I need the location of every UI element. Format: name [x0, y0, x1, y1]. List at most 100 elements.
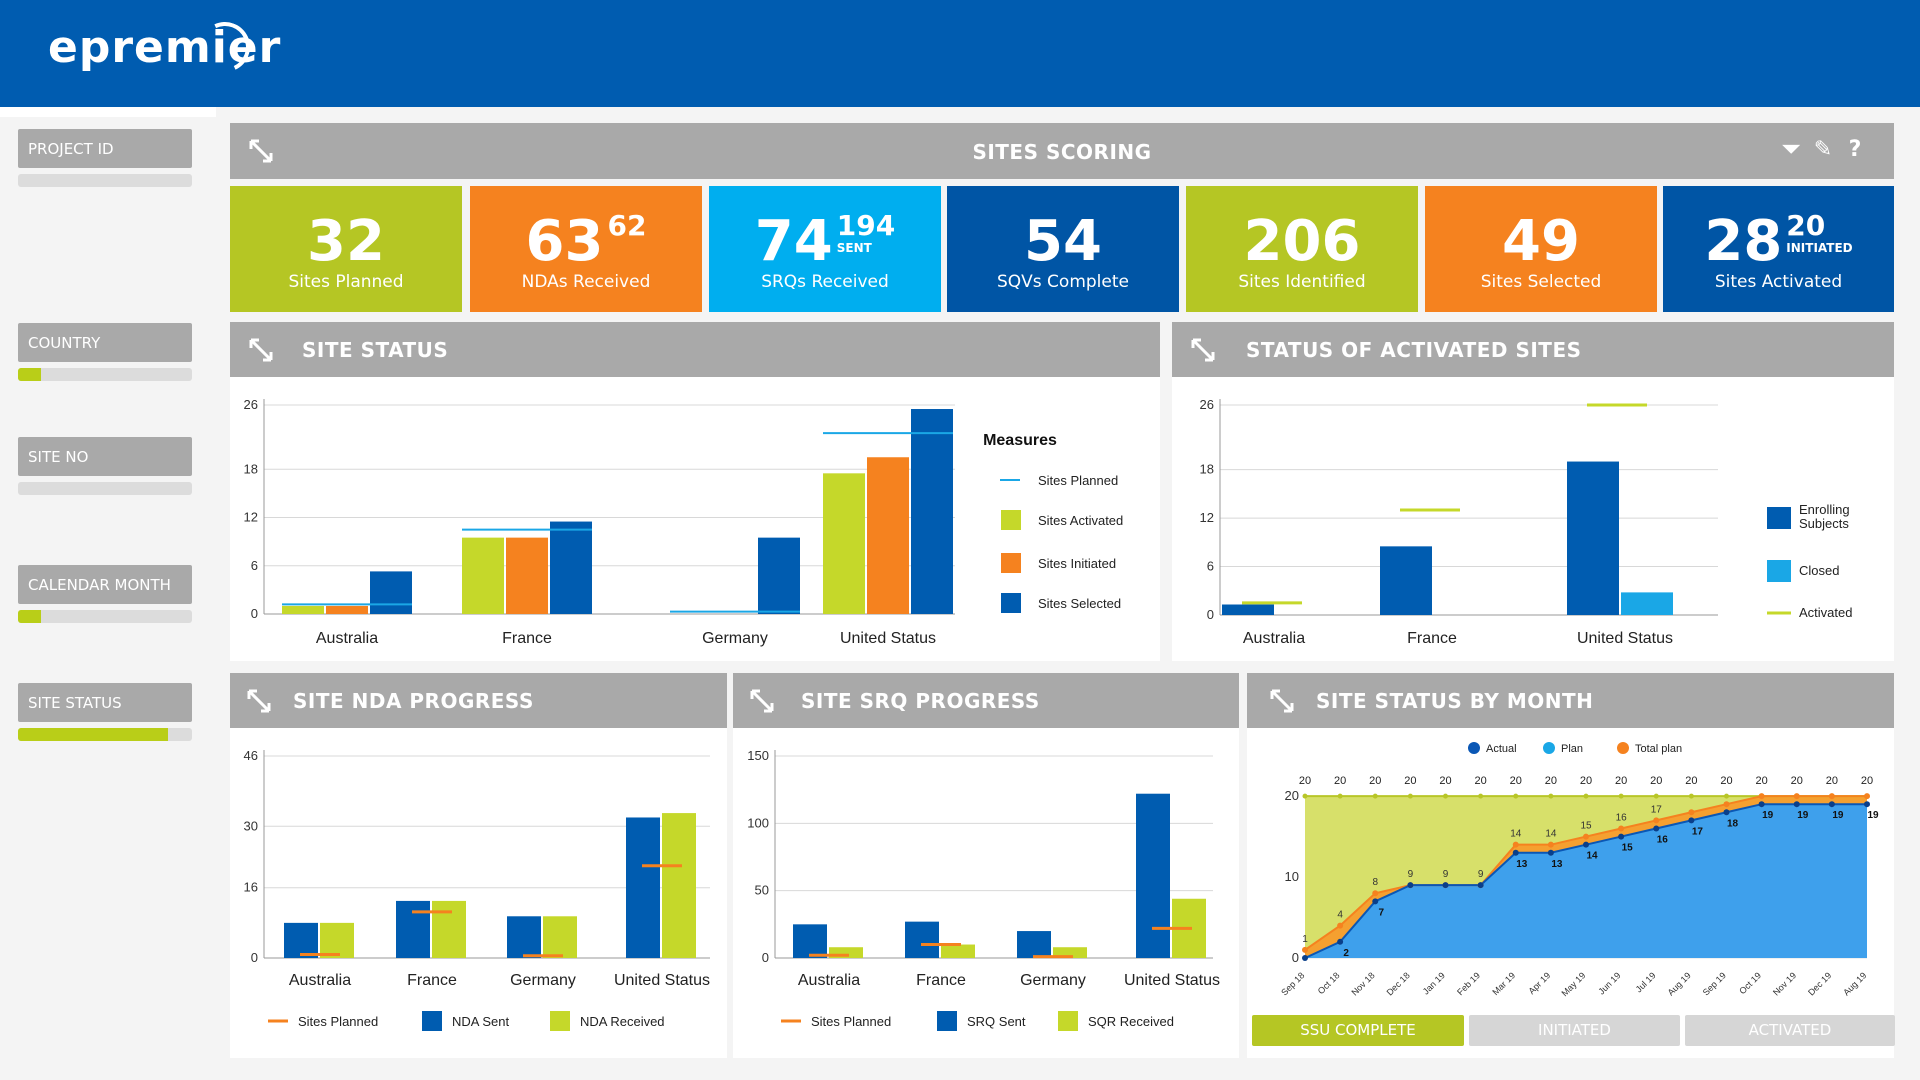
filter-slider[interactable] — [18, 368, 192, 381]
total-plan-data-label: 20 — [1580, 775, 1592, 787]
total-plan-point — [1548, 793, 1554, 799]
plan-point — [1618, 825, 1625, 832]
kpi-tile-sites-activated[interactable]: 28 20 INITIATED Sites Activated — [1663, 186, 1894, 312]
actual-data-label: 18 — [1727, 818, 1739, 829]
bar-srq-sent — [1136, 793, 1170, 958]
filter-country[interactable]: COUNTRY — [18, 323, 192, 362]
filter-calendar-month[interactable]: CALENDAR MONTH — [18, 565, 192, 604]
expand-icon[interactable] — [248, 337, 274, 363]
srq-progress-chart: 0 50 100 150 Australia France Germany United St… — [747, 748, 1220, 1031]
plan-data-label: 9 — [1478, 869, 1484, 880]
srq-ytick-label: 0 — [762, 950, 769, 965]
bar-enrolling-subjects — [1380, 546, 1432, 615]
x-category-label: France — [1407, 630, 1457, 647]
plan-point — [1583, 833, 1589, 840]
bar-nda-sent — [626, 817, 660, 958]
actual-data-label: 17 — [1692, 826, 1704, 837]
legend-label: SRQ Sent — [967, 1014, 1026, 1029]
plan-point — [1828, 793, 1835, 800]
legend-label: Sites Planned — [1038, 473, 1118, 488]
plan-point — [1512, 841, 1519, 848]
total-plan-point — [1688, 793, 1694, 799]
nda-ytick-label: 16 — [244, 880, 258, 895]
kpi-tile-sites-planned[interactable]: 32 Sites Planned — [230, 186, 462, 312]
bar-nda-sent — [507, 916, 541, 958]
actual-point — [1828, 801, 1835, 808]
bar-sites-initiated — [867, 457, 909, 614]
expand-icon[interactable] — [1269, 688, 1295, 714]
total-plan-point — [1337, 793, 1343, 799]
x-category-label: France — [407, 972, 457, 989]
filter-site-status[interactable]: SITE STATUS — [18, 683, 192, 722]
kpi-tile-ndas-received[interactable]: 63 62 NDAs Received — [470, 186, 702, 312]
srq-progress-body: 0 50 100 150 Australia France Germany United St… — [733, 728, 1239, 1058]
total-plan-point — [1653, 793, 1659, 799]
x-month-label: Dec 18 — [1385, 970, 1412, 997]
kpi-tile-sites-identified[interactable]: 206 Sites Identified — [1186, 186, 1418, 312]
x-category-label: Germany — [702, 630, 768, 647]
actual-area — [1305, 804, 1867, 958]
expand-icon[interactable] — [749, 688, 775, 714]
actual-data-label: 19 — [1797, 810, 1809, 821]
plan-point — [1547, 841, 1554, 848]
legend-label: Total plan — [1635, 743, 1682, 755]
plan-data-label: 15 — [1580, 821, 1592, 832]
actual-point — [1653, 825, 1660, 832]
filter-slider[interactable] — [18, 610, 192, 623]
filter-slider[interactable] — [18, 174, 192, 187]
x-month-label: May 19 — [1559, 970, 1587, 998]
x-category-label: United Status — [840, 630, 936, 647]
filter-icon[interactable]: ⏷ — [1782, 137, 1800, 162]
help-icon[interactable]: ? — [1848, 137, 1862, 162]
x-month-label: Aug 19 — [1666, 970, 1693, 997]
nda-ytick-label: 0 — [251, 950, 258, 965]
site-status-ytick-label: 18 — [244, 461, 258, 476]
x-category-label: France — [916, 972, 966, 989]
tab-ssu-complete[interactable]: SSU COMPLETE — [1252, 1015, 1464, 1046]
filter-slider[interactable] — [18, 482, 192, 495]
plan-point — [1688, 809, 1695, 816]
kpi-tile-srqs-received[interactable]: 74 194 SENT SRQs Received — [709, 186, 941, 312]
site-status-body: 0 6 12 18 26 Australia France Germany United Sta… — [230, 377, 1160, 661]
actual-point — [1864, 801, 1870, 808]
filter-slider[interactable] — [18, 728, 192, 741]
legend-label: Activated — [1799, 605, 1852, 620]
kpi-tile-sites-selected[interactable]: 49 Sites Selected — [1425, 186, 1657, 312]
actual-point — [1442, 882, 1449, 889]
x-month-label: Mar 19 — [1490, 970, 1517, 997]
nda-progress-body: 0 16 30 46 Australia France Germany United Stat… — [230, 728, 727, 1058]
legend-swatch — [1767, 560, 1791, 582]
kpi-main-value: 206 — [1243, 209, 1361, 274]
bar-sites-activated — [823, 473, 865, 614]
legend-label: Sites Selected — [1038, 596, 1121, 611]
legend-label: Actual — [1486, 743, 1517, 755]
kpi-tile-sqvs-complete[interactable]: 54 SQVs Complete — [947, 186, 1179, 312]
tab-initiated[interactable]: INITIATED — [1469, 1015, 1680, 1046]
expand-icon[interactable] — [246, 688, 272, 714]
kpi-label: Sites Identified — [1238, 272, 1366, 292]
activated-sites-ytick-label: 26 — [1200, 397, 1214, 412]
month-ytick-label: 20 — [1285, 788, 1299, 803]
expand-icon[interactable] — [248, 138, 274, 164]
total-plan-data-label: 20 — [1720, 775, 1732, 787]
tab-activated[interactable]: ACTIVATED — [1685, 1015, 1895, 1046]
actual-point — [1477, 882, 1484, 889]
bar-sqr-received — [829, 947, 863, 958]
filter-slider-fill — [18, 368, 41, 381]
total-plan-data-label: 20 — [1404, 775, 1416, 787]
filter-project-id[interactable]: PROJECT ID — [18, 129, 192, 168]
x-category-label: United Status — [1124, 972, 1220, 989]
expand-icon[interactable] — [1190, 337, 1216, 363]
nda-ytick-label: 46 — [244, 748, 258, 763]
plan-data-label: 17 — [1651, 804, 1663, 815]
kpi-value: 206 — [1186, 214, 1418, 270]
filter-site-no[interactable]: SITE NO — [18, 437, 192, 476]
kpi-value: 74 194 SENT — [709, 212, 941, 270]
total-plan-point — [1478, 793, 1484, 799]
kpi-main-value: 74 — [754, 209, 833, 274]
total-plan-point — [1724, 793, 1729, 799]
legend-label: Plan — [1561, 743, 1583, 755]
pencil-icon[interactable]: ✎ — [1813, 137, 1833, 162]
total-plan-data-label: 20 — [1545, 775, 1557, 787]
activated-sites-ytick-label: 0 — [1207, 607, 1214, 622]
